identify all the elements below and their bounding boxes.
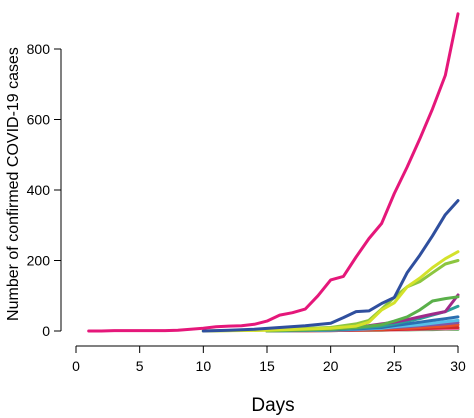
x-tick-label: 20	[323, 358, 339, 374]
y-axis-title: Number of confirmed COVID-19 cases	[5, 47, 22, 321]
x-tick-label: 10	[196, 358, 212, 374]
x-tick-label: 5	[136, 358, 144, 374]
y-tick-label: 200	[27, 253, 51, 269]
y-tick-label: 600	[27, 112, 51, 128]
x-axis-title: Days	[251, 395, 294, 416]
series-line	[201, 250, 460, 333]
series-layer	[87, 12, 460, 333]
y-tick-label: 0	[42, 323, 50, 339]
axes: 0 5 10 15 20 25 30 0 200 400 600 800	[27, 41, 466, 374]
y-tick-label: 800	[27, 41, 51, 57]
x-tick-label: 15	[259, 358, 275, 374]
series-line	[87, 12, 460, 333]
series-line	[201, 259, 460, 333]
series-line	[201, 199, 460, 333]
x-tick-label: 30	[450, 358, 466, 374]
x-tick-label: 25	[387, 358, 403, 374]
x-tick-label: 0	[72, 358, 80, 374]
y-tick-label: 400	[27, 182, 51, 198]
